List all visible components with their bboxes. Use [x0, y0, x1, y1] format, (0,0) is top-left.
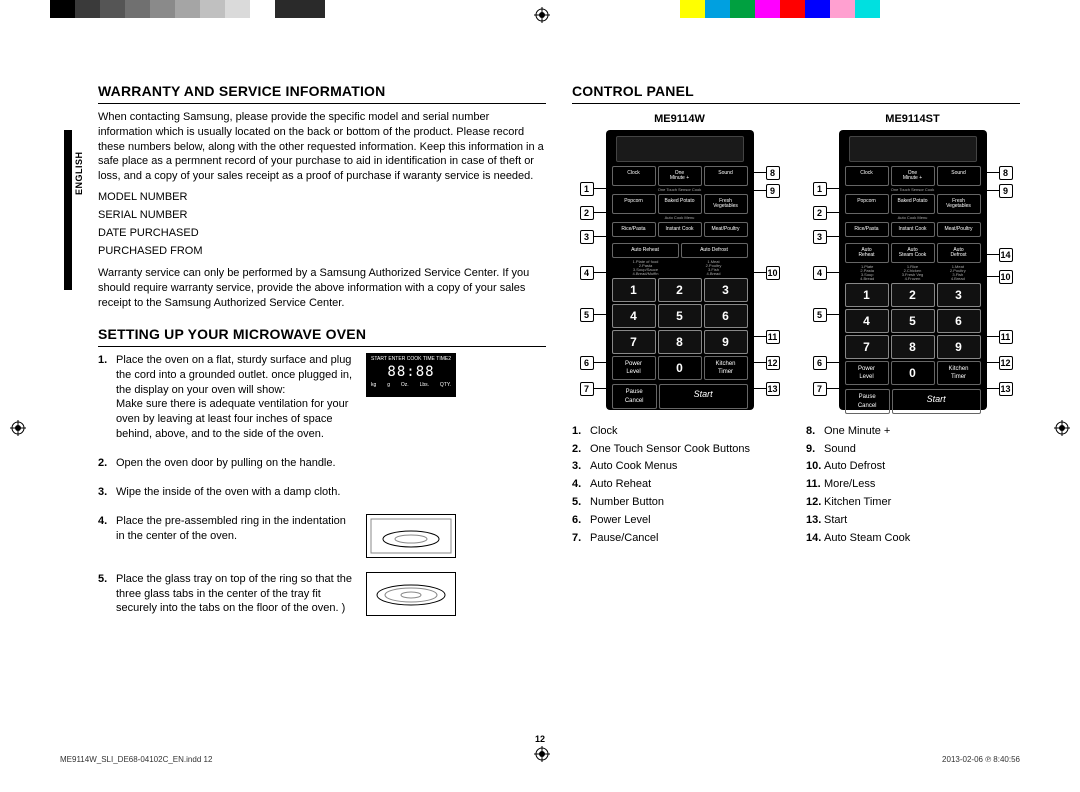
callout-10: 10: [985, 270, 1013, 284]
callout-5: 5: [580, 308, 608, 322]
setup-step-4: Place the pre-assembled ring in the inde…: [116, 514, 356, 544]
print-footer: ME9114W_SLI_DE68-04102C_EN.indd 12 2013-…: [60, 755, 1020, 764]
registration-mark: [1054, 420, 1070, 436]
callout-10: 10: [752, 266, 780, 280]
page-number: 12: [535, 734, 545, 744]
panel-b-box: ClockOneMinute +Sound One Touch Sensor C…: [813, 130, 1013, 410]
left-column: WARRANTY AND SERVICE INFORMATION When co…: [98, 82, 546, 742]
control-panel-heading: CONTROL PANEL: [572, 82, 1020, 104]
led-segment: 88:88: [369, 363, 453, 382]
right-column: CONTROL PANEL ME9114W ClockOneMinute +So…: [572, 82, 1020, 742]
callout-8: 8: [985, 166, 1013, 180]
footer-filename: ME9114W_SLI_DE68-04102C_EN.indd 12: [60, 755, 212, 764]
panel-a: ClockOneMinute +Sound One Touch Sensor C…: [606, 130, 754, 410]
registration-mark: [534, 7, 550, 23]
warranty-heading: WARRANTY AND SERVICE INFORMATION: [98, 82, 546, 104]
callout-2: 2: [813, 206, 841, 220]
callout-9: 9: [752, 184, 780, 198]
registration-mark: [10, 420, 26, 436]
setup-heading: SETTING UP YOUR MICROWAVE OVEN: [98, 325, 546, 347]
keypad: 123456789: [845, 283, 981, 360]
callout-4: 4: [580, 266, 608, 280]
callout-12: 12: [752, 356, 780, 370]
ring-figure: [366, 514, 456, 558]
callout-7: 7: [580, 382, 608, 396]
led-top-row: STARTENTERCOOKTIMETIME2: [369, 356, 453, 363]
warranty-paragraph-1: When contacting Samsung, please provide …: [98, 110, 546, 184]
tray-figure: [366, 572, 456, 616]
led-bottom-row: kggOz.Lbs.QTY.: [369, 382, 453, 389]
model-b-label: ME9114ST: [805, 112, 1020, 127]
callout-6: 6: [813, 356, 841, 370]
callout-12: 12: [985, 356, 1013, 370]
callout-14: 14: [985, 248, 1013, 262]
callout-1: 1: [813, 182, 841, 196]
setup-step-1: Place the oven on a flat, sturdy surface…: [116, 353, 356, 442]
callout-1: 1: [580, 182, 608, 196]
callout-6: 6: [580, 356, 608, 370]
setup-step-5: Place the glass tray on top of the ring …: [116, 572, 356, 617]
callout-4: 4: [813, 266, 841, 280]
language-label: ENGLISH: [74, 151, 84, 195]
callout-13: 13: [985, 382, 1013, 396]
callout-3: 3: [813, 230, 841, 244]
legend-column-1: 1.Clock2.One Touch Sensor Cook Buttons3.…: [572, 424, 786, 549]
callout-8: 8: [752, 166, 780, 180]
control-panel-legend: 1.Clock2.One Touch Sensor Cook Buttons3.…: [572, 424, 1020, 549]
panel-b: ClockOneMinute +Sound One Touch Sensor C…: [839, 130, 987, 410]
model-a-label: ME9114W: [572, 112, 787, 127]
callout-11: 11: [985, 330, 1013, 344]
control-panel-diagrams: ME9114W ClockOneMinute +Sound One Touch …: [572, 112, 1020, 410]
footer-timestamp: 2013-02-06 ℗ 8:40:56: [942, 755, 1020, 764]
setup-steps: Place the oven on a flat, sturdy surface…: [98, 353, 546, 616]
panel-display: [616, 136, 744, 162]
color-calibration-bar-2: [680, 0, 930, 18]
panel-display: [849, 136, 977, 162]
callout-9: 9: [985, 184, 1013, 198]
callout-11: 11: [752, 330, 780, 344]
callout-5: 5: [813, 308, 841, 322]
callout-2: 2: [580, 206, 608, 220]
panel-a-box: ClockOneMinute +Sound One Touch Sensor C…: [580, 130, 780, 410]
keypad: 123456789: [612, 278, 748, 355]
setup-step-2: Open the oven door by pulling on the han…: [116, 456, 356, 471]
legend-column-2: 8.One Minute +9.Sound10.Auto Defrost11.M…: [806, 424, 1020, 549]
color-calibration-bar-1: [50, 0, 325, 18]
led-display-figure: STARTENTERCOOKTIMETIME2 88:88 kggOz.Lbs.…: [366, 353, 456, 397]
callout-7: 7: [813, 382, 841, 396]
callout-3: 3: [580, 230, 608, 244]
warranty-field-list: MODEL NUMBERSERIAL NUMBERDATE PURCHASEDP…: [98, 190, 546, 258]
callout-13: 13: [752, 382, 780, 396]
warranty-paragraph-2: Warranty service can only be performed b…: [98, 266, 546, 311]
language-side-tab: [64, 130, 72, 290]
setup-step-3: Wipe the inside of the oven with a damp …: [116, 485, 356, 500]
